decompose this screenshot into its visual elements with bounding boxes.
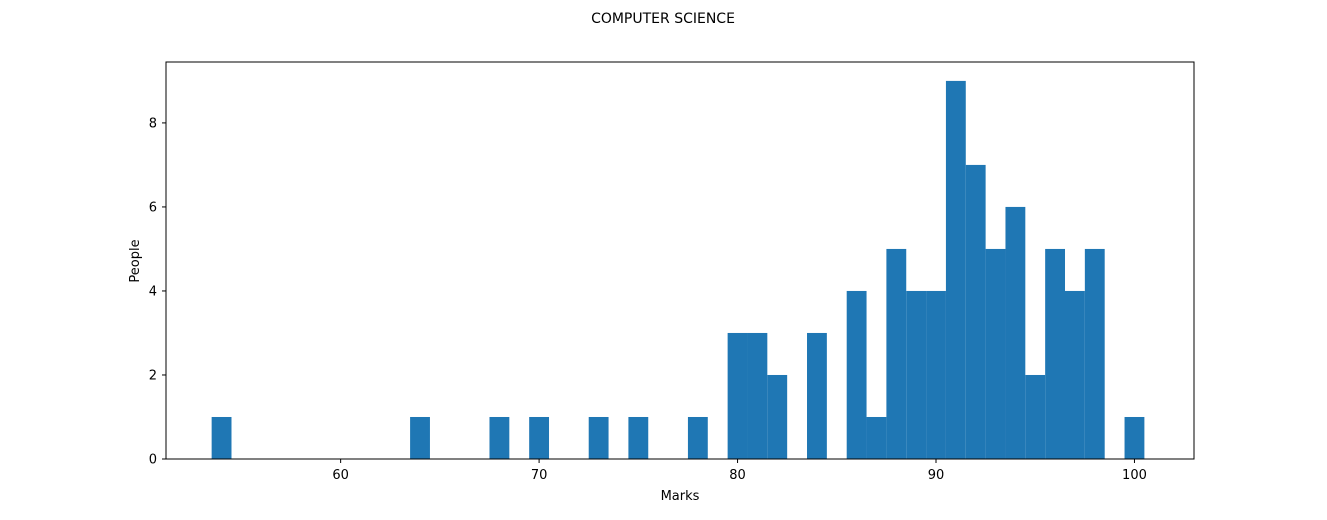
histogram-bar: [1005, 206, 1026, 459]
x-tick-label: 60: [332, 468, 349, 483]
histogram-bar: [965, 164, 986, 460]
histogram-bar: [807, 332, 827, 459]
x-tick-label: 80: [729, 468, 746, 483]
plot-frame: [165, 61, 1195, 460]
histogram-bar: [1025, 374, 1046, 459]
histogram-bar: [747, 332, 768, 459]
x-tick-label: 100: [1122, 468, 1147, 483]
histogram-bar: [1084, 248, 1105, 459]
histogram-bar: [866, 416, 887, 459]
histogram-bar: [588, 416, 609, 459]
histogram-bar: [1124, 416, 1145, 459]
histogram-bar: [886, 248, 907, 459]
x-tick-label: 70: [531, 468, 548, 483]
y-tick-label: 6: [149, 200, 157, 215]
histogram-bar: [906, 290, 927, 459]
histogram-bar: [945, 80, 966, 460]
y-tick-label: 8: [149, 116, 157, 131]
histogram-bar: [489, 416, 510, 459]
histogram-bar: [211, 416, 232, 459]
x-tick-label: 90: [928, 468, 945, 483]
histogram-bar: [687, 416, 708, 459]
histogram-bar: [628, 416, 649, 459]
histogram-bar: [1045, 248, 1066, 459]
histogram-bar: [767, 374, 788, 459]
histogram-bar: [926, 290, 946, 459]
x-axis-ticks: 60 70 80 90 100: [332, 459, 1147, 483]
histogram-bar: [846, 290, 867, 459]
histogram-bar: [985, 248, 1006, 459]
x-axis-label: Marks: [661, 489, 700, 504]
histogram-bar: [1065, 290, 1085, 459]
y-tick-label: 4: [149, 284, 157, 299]
y-axis-ticks: 0 2 4 6 8: [149, 116, 166, 468]
bars-group: [211, 80, 1145, 460]
y-tick-label: 2: [149, 368, 157, 383]
chart-title: COMPUTER SCIENCE: [591, 11, 735, 27]
histogram-bar: [529, 416, 550, 459]
y-axis-label: People: [128, 239, 143, 282]
histogram-bar: [410, 416, 430, 459]
histogram-bar: [727, 332, 748, 459]
y-tick-label: 0: [149, 453, 157, 468]
